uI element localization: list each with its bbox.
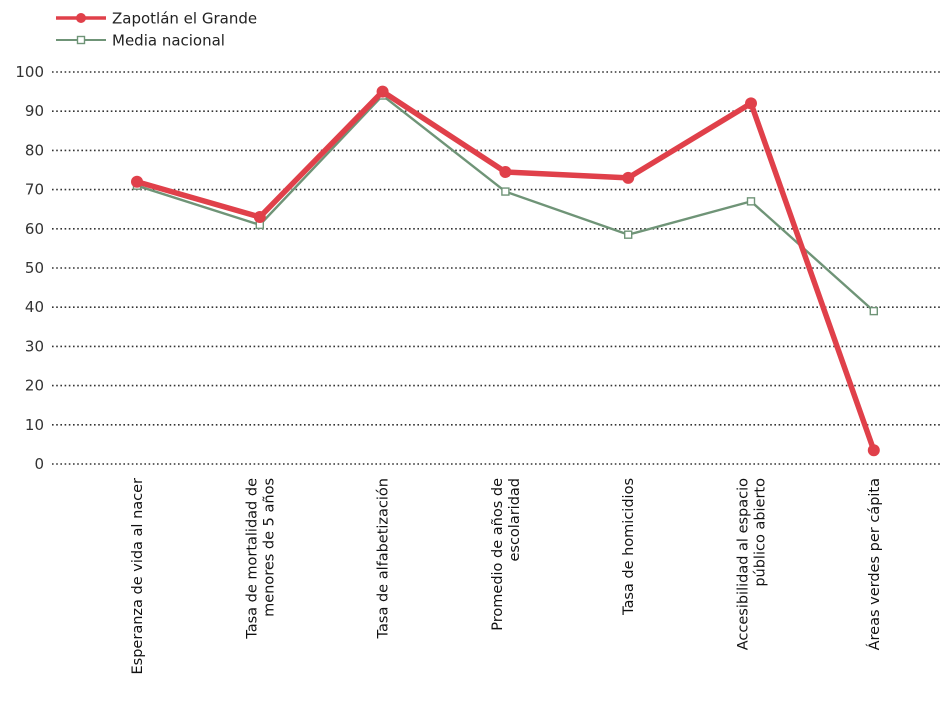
x-category-label: Tasa de homicidios bbox=[621, 478, 637, 616]
x-category-label: Áreas verdes per cápita bbox=[866, 478, 883, 650]
data-point bbox=[867, 444, 880, 457]
x-category-label: público abierto bbox=[753, 478, 769, 587]
y-tick-label: 100 bbox=[15, 63, 44, 81]
y-tick-label: 80 bbox=[25, 141, 44, 159]
series-line bbox=[135, 94, 875, 313]
x-category-label: Accesibilidad al espacio bbox=[736, 478, 752, 650]
y-tick-label: 70 bbox=[25, 181, 44, 199]
y-tick-label: 10 bbox=[25, 416, 44, 434]
data-point bbox=[376, 85, 389, 98]
series-layer bbox=[131, 85, 880, 457]
grid-lines bbox=[52, 71, 942, 465]
y-axis-tick-labels: 0 10 20 30 40 50 60 70 80 90 100 bbox=[15, 63, 44, 473]
legend-marker bbox=[76, 35, 86, 45]
legend-label: Media nacional bbox=[112, 32, 225, 50]
series-line bbox=[134, 88, 877, 454]
y-tick-label: 30 bbox=[25, 337, 44, 355]
x-axis-category-labels: Esperanza de vida al nacer Tasa de mortal… bbox=[130, 478, 883, 675]
legend: Zapotlán el Grande Media nacional bbox=[56, 10, 257, 50]
y-tick-label: 0 bbox=[34, 455, 44, 473]
y-tick-label: 40 bbox=[25, 298, 44, 316]
legend-marker bbox=[76, 13, 86, 23]
data-point bbox=[745, 97, 757, 110]
data-point bbox=[499, 165, 512, 178]
data-point bbox=[501, 187, 510, 196]
data-point bbox=[253, 211, 266, 224]
legend-label: Zapotlán el Grande bbox=[112, 10, 257, 28]
x-category-label: Tasa de alfabetización bbox=[376, 478, 392, 639]
data-point bbox=[869, 306, 878, 316]
x-category-label: Esperanza de vida al nacer bbox=[130, 478, 146, 675]
y-tick-label: 60 bbox=[25, 220, 44, 238]
data-point bbox=[746, 197, 756, 206]
data-point bbox=[622, 171, 635, 184]
x-category-label: Promedio de años de bbox=[490, 478, 506, 631]
y-tick-label: 90 bbox=[25, 102, 44, 120]
data-point bbox=[624, 230, 633, 239]
y-tick-label: 20 bbox=[25, 377, 44, 395]
legend-item: Media nacional bbox=[56, 32, 225, 50]
series-0 bbox=[131, 85, 880, 457]
legend-item: Zapotlán el Grande bbox=[56, 10, 257, 28]
x-category-label: Tasa de mortalidad de bbox=[244, 478, 260, 640]
x-category-label: menores de 5 años bbox=[261, 478, 277, 617]
y-tick-label: 50 bbox=[25, 259, 44, 277]
data-point bbox=[131, 175, 143, 188]
series-1 bbox=[132, 91, 878, 316]
x-category-label: escolaridad bbox=[507, 478, 523, 562]
